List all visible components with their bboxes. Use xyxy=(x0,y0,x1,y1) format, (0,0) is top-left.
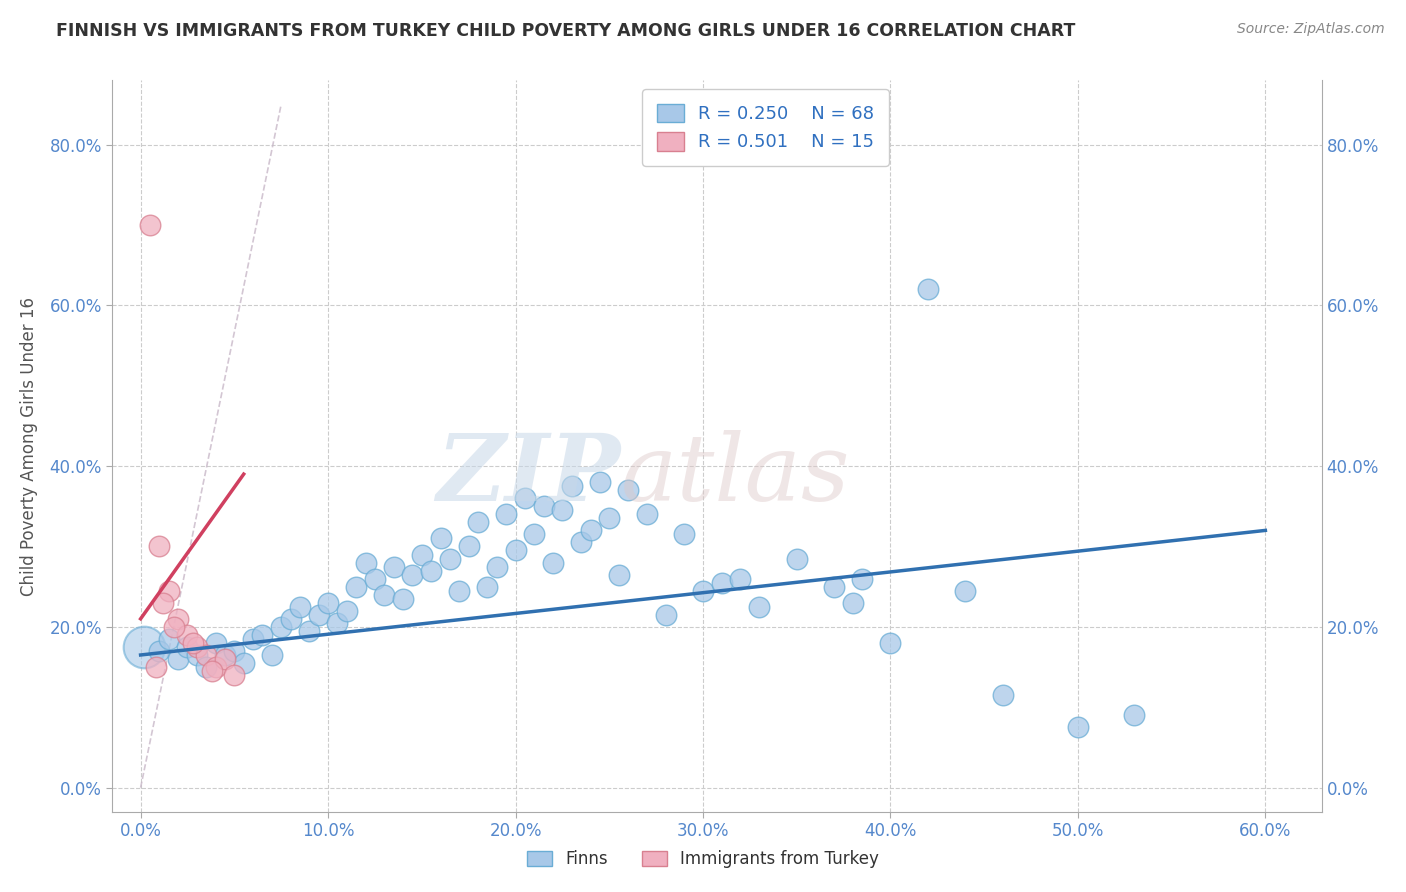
Point xyxy=(344,580,367,594)
Point xyxy=(288,599,311,614)
Point xyxy=(186,640,208,654)
Point xyxy=(420,564,443,578)
Point xyxy=(439,551,461,566)
Point xyxy=(134,640,156,654)
Point xyxy=(148,644,170,658)
Point xyxy=(326,615,349,630)
Point xyxy=(579,524,602,538)
Point xyxy=(392,591,415,606)
Point xyxy=(214,652,236,666)
Point xyxy=(710,575,733,590)
Point xyxy=(561,479,583,493)
Point xyxy=(786,551,808,566)
Point xyxy=(232,656,254,670)
Point xyxy=(607,567,630,582)
Point xyxy=(654,607,676,622)
Point xyxy=(513,491,536,506)
Point xyxy=(730,572,752,586)
Point xyxy=(195,660,218,674)
Point xyxy=(163,620,186,634)
Point xyxy=(748,599,770,614)
Point xyxy=(917,282,939,296)
Point xyxy=(280,612,302,626)
Point xyxy=(204,660,226,674)
Text: ZIP: ZIP xyxy=(436,430,620,520)
Point xyxy=(457,540,479,554)
Point xyxy=(224,644,246,658)
Legend: Finns, Immigrants from Turkey: Finns, Immigrants from Turkey xyxy=(520,844,886,875)
Point xyxy=(260,648,283,662)
Point xyxy=(411,548,433,562)
Point xyxy=(364,572,387,586)
Text: Source: ZipAtlas.com: Source: ZipAtlas.com xyxy=(1237,22,1385,37)
Point xyxy=(316,596,339,610)
Point xyxy=(139,218,162,232)
Point xyxy=(449,583,471,598)
Text: FINNISH VS IMMIGRANTS FROM TURKEY CHILD POVERTY AMONG GIRLS UNDER 16 CORRELATION: FINNISH VS IMMIGRANTS FROM TURKEY CHILD … xyxy=(56,22,1076,40)
Point xyxy=(429,532,451,546)
Point xyxy=(204,636,226,650)
Point xyxy=(589,475,612,490)
Point xyxy=(879,636,901,650)
Point xyxy=(1067,720,1090,734)
Point xyxy=(467,516,489,530)
Point xyxy=(148,540,170,554)
Point xyxy=(373,588,395,602)
Point xyxy=(598,511,620,525)
Point xyxy=(401,567,423,582)
Point xyxy=(823,580,845,594)
Point xyxy=(1123,708,1146,723)
Point xyxy=(186,648,208,662)
Legend: R = 0.250    N = 68, R = 0.501    N = 15: R = 0.250 N = 68, R = 0.501 N = 15 xyxy=(643,89,889,166)
Text: atlas: atlas xyxy=(620,430,849,520)
Point xyxy=(551,503,574,517)
Point xyxy=(523,527,546,541)
Y-axis label: Child Poverty Among Girls Under 16: Child Poverty Among Girls Under 16 xyxy=(21,296,38,596)
Point xyxy=(533,500,555,514)
Point xyxy=(336,604,359,618)
Point xyxy=(692,583,714,598)
Point xyxy=(201,664,224,678)
Point xyxy=(636,508,658,522)
Point xyxy=(157,583,180,598)
Point xyxy=(242,632,264,646)
Point xyxy=(851,572,873,586)
Point xyxy=(673,527,696,541)
Point xyxy=(224,668,246,682)
Point xyxy=(176,628,198,642)
Point xyxy=(157,632,180,646)
Point xyxy=(354,556,377,570)
Point xyxy=(495,508,517,522)
Point xyxy=(842,596,865,610)
Point xyxy=(195,648,218,662)
Point xyxy=(477,580,499,594)
Point xyxy=(308,607,330,622)
Point xyxy=(617,483,640,498)
Point xyxy=(382,559,405,574)
Point xyxy=(541,556,564,570)
Point xyxy=(252,628,274,642)
Point xyxy=(270,620,292,634)
Point xyxy=(167,652,190,666)
Point xyxy=(569,535,592,549)
Point xyxy=(167,612,190,626)
Point xyxy=(145,660,167,674)
Point xyxy=(181,636,204,650)
Point xyxy=(152,596,174,610)
Point xyxy=(505,543,527,558)
Point xyxy=(298,624,321,638)
Point xyxy=(485,559,508,574)
Point xyxy=(991,688,1014,702)
Point xyxy=(214,648,236,662)
Point xyxy=(176,640,198,654)
Point xyxy=(955,583,977,598)
